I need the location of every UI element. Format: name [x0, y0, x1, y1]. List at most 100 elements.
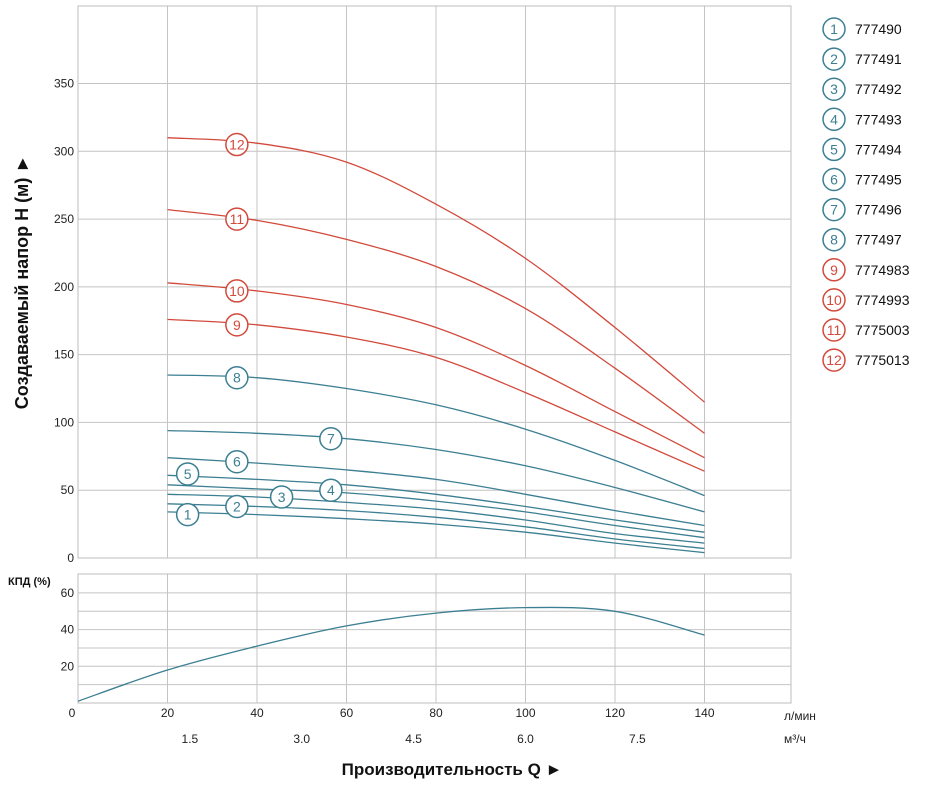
legend-item-7: 7 777496 [822, 197, 902, 222]
legend-badge-circle [822, 258, 846, 282]
curve-badge-label: 7 [327, 431, 335, 447]
x-axis-lpm-unit: л/мин [784, 709, 816, 723]
x-axis-lpm-tick-label: 20 [161, 706, 175, 720]
curve-badge-label: 5 [184, 466, 192, 482]
curve-badge-12: 12 [225, 132, 249, 157]
legend-item-6: 6 777495 [822, 167, 902, 192]
head-curve-10 [167, 282, 705, 459]
legend-badge-label: 11 [827, 322, 842, 338]
legend-badge-circle [822, 227, 846, 252]
legend-badge-circle [822, 318, 846, 342]
x-axis-m3h-unit: м³/ч [784, 732, 806, 746]
efficiency-gridlines [78, 574, 791, 703]
x-axis-title: Производительность Q ► [342, 760, 563, 779]
curve-badge-circle [225, 132, 249, 157]
legend-badge-label: 9 [830, 262, 838, 278]
legend-badge-circle [822, 17, 846, 41]
curve-badge-1: 1 [175, 502, 200, 527]
legend-series-name: 777497 [855, 232, 902, 248]
curve-badge-circle [269, 485, 294, 509]
legend-badge-label: 12 [826, 352, 842, 368]
curve-badge-circle [225, 279, 249, 303]
legend-series-name: 7775003 [855, 322, 910, 338]
legend-item-4: 4 777493 [822, 107, 902, 132]
efficiency-curve-line [77, 606, 705, 702]
curve-badge-11: 11 [225, 207, 249, 231]
curve-badge-label: 6 [233, 454, 241, 470]
x-axis-lpm-tick-label: 80 [429, 706, 443, 720]
x-axis-lpm-ticks: 0 20 40 60 80 100 120 140 [69, 706, 715, 720]
head-y-tick-label: 0 [67, 551, 74, 565]
head-y-tick-label: 250 [54, 212, 74, 226]
legend-item-11: 11 7775003 [822, 318, 910, 342]
curve-badge-circle [225, 313, 249, 337]
curve-badge-3: 3 [269, 485, 294, 509]
head-curves [167, 137, 705, 554]
legend-item-12: 12 7775013 [822, 348, 910, 372]
legend-badge-label: 6 [830, 172, 838, 188]
head-curve-9 [167, 318, 705, 472]
curve-badge-9: 9 [225, 313, 249, 337]
legend: 1 777490 2 777491 3 777492 4 777493 5 777494 6 7774… [822, 17, 910, 372]
legend-badge-label: 8 [830, 232, 838, 248]
legend-item-8: 8 777497 [822, 227, 902, 252]
curve-badge-label: 9 [233, 317, 241, 333]
head-y-tick-label: 100 [54, 415, 74, 429]
head-curve-4 [167, 484, 705, 539]
x-axis-m3h-tick-label: 7.5 [629, 732, 646, 746]
head-gridlines [78, 6, 791, 558]
head-y-tick-label: 200 [54, 280, 74, 294]
curve-badge-circle [319, 478, 343, 502]
efficiency-chart-frame [77, 573, 792, 704]
legend-item-1: 1 777490 [822, 17, 902, 41]
legend-series-name: 777492 [855, 81, 902, 97]
x-axis-m3h-tick-label: 3.0 [293, 732, 310, 746]
curve-badge-label: 4 [327, 482, 335, 498]
x-axis-lpm-tick-label: 40 [250, 706, 264, 720]
curve-badge-2: 2 [225, 494, 249, 519]
legend-badge-label: 10 [826, 292, 842, 308]
head-curve-12 [167, 137, 705, 403]
curve-badge-label: 2 [233, 498, 241, 514]
head-y-axis-title: Создаваемый напор H (м) ► [12, 155, 32, 409]
legend-item-3: 3 777492 [822, 77, 902, 101]
legend-series-name: 7775013 [855, 352, 910, 368]
curve-badge-circle [175, 502, 200, 527]
legend-badge-label: 2 [830, 51, 838, 67]
x-axis-m3h-tick-label: 1.5 [182, 732, 199, 746]
legend-badge-label: 3 [830, 81, 838, 97]
head-chart-frame [77, 5, 792, 559]
head-y-tick-label: 350 [54, 77, 74, 91]
curve-badge-circle [319, 426, 343, 451]
head-curve-11 [167, 208, 705, 434]
legend-series-name: 777494 [855, 141, 902, 157]
curve-badge-label: 8 [233, 370, 241, 386]
legend-series-name: 7774993 [855, 292, 910, 308]
x-axis-lpm-tick-label: 120 [605, 706, 625, 720]
legend-badge-label: 7 [830, 202, 838, 218]
legend-series-name: 777495 [855, 172, 902, 188]
legend-badge-circle [822, 47, 846, 71]
legend-item-2: 2 777491 [822, 47, 902, 71]
legend-item-5: 5 777494 [822, 137, 902, 162]
curve-badge-4: 4 [319, 478, 343, 502]
curve-badge-label: 10 [229, 283, 245, 299]
head-curve-7 [167, 429, 705, 513]
x-axis-m3h-ticks: 1.5 3.0 4.5 6.0 7.5 [182, 732, 647, 746]
efficiency-curve [77, 606, 705, 702]
curve-badge-7: 7 [319, 426, 343, 451]
legend-badge-circle [822, 167, 846, 192]
curve-badge-circle [225, 365, 249, 390]
head-y-tick-label: 50 [61, 483, 75, 497]
legend-badge-label: 4 [830, 111, 838, 127]
efficiency-y-axis-title: КПД (%) [8, 576, 51, 588]
efficiency-y-ticks: 20 40 60 [61, 586, 75, 673]
head-y-ticks: 0 50 100 150 200 250 300 350 [54, 77, 74, 565]
head-curve-8 [167, 374, 705, 497]
x-axis-lpm-tick-label: 60 [340, 706, 354, 720]
curve-badge-circle [225, 449, 249, 474]
head-curve-3 [167, 493, 705, 544]
legend-badge-label: 5 [830, 141, 838, 157]
